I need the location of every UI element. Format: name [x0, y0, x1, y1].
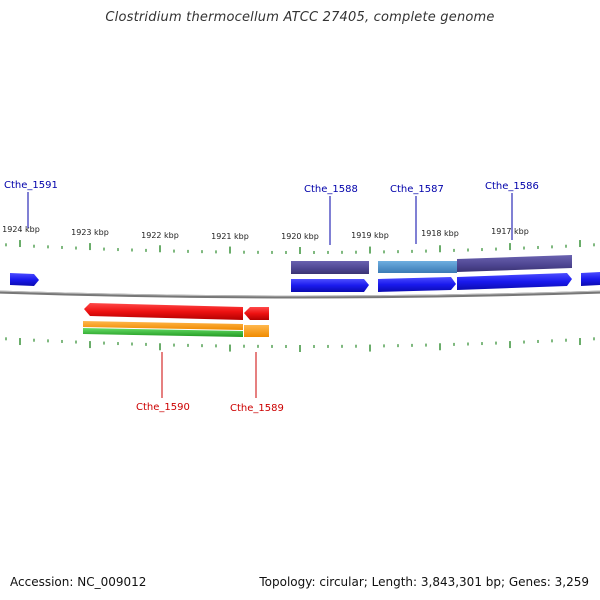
gene-arrow-1590[interactable]	[84, 303, 243, 320]
accession-text: Accession: NC_009012	[10, 575, 147, 589]
forward-tick-row	[5, 240, 595, 254]
genome-info-text: Topology: circular; Length: 3,843,301 bp…	[259, 575, 589, 589]
kbp-label-1917: 1917 kbp	[491, 227, 529, 236]
feature-bar-orange-1590[interactable]	[83, 321, 243, 330]
gene-arrow-forward-right[interactable]	[581, 272, 600, 286]
gene-label-1591[interactable]: Cthe_1591	[4, 180, 58, 191]
gene-label-1589[interactable]: Cthe_1589	[230, 403, 284, 414]
kbp-label-1922: 1922 kbp	[141, 231, 179, 240]
gene-arrow-1588[interactable]	[291, 279, 369, 292]
kbp-label-1924: 1924 kbp	[2, 225, 40, 234]
feature-bar-orange-1589[interactable]	[244, 325, 269, 337]
kbp-label-1920: 1920 kbp	[281, 232, 319, 241]
kbp-label-1919: 1919 kbp	[351, 231, 389, 240]
cds-feature-1586[interactable]	[457, 255, 572, 272]
gene-label-1586[interactable]: Cthe_1586	[485, 181, 539, 192]
kbp-label-1918: 1918 kbp	[421, 229, 459, 238]
gene-arrow-1589[interactable]	[244, 307, 269, 320]
cds-feature-1587[interactable]	[378, 261, 457, 273]
feature-bar-green-1590[interactable]	[83, 328, 243, 337]
cds-feature-1588[interactable]	[291, 261, 369, 274]
gene-arrow-1586[interactable]	[457, 273, 572, 290]
gene-label-1587[interactable]: Cthe_1587	[390, 184, 444, 195]
gene-arrow-forward-left[interactable]	[10, 273, 39, 286]
genome-backbone	[0, 290, 600, 299]
gene-arrow-1587[interactable]	[378, 277, 456, 292]
page-title: Clostridium thermocellum ATCC 27405, com…	[105, 10, 495, 25]
kbp-label-1923: 1923 kbp	[71, 228, 109, 237]
gene-label-1590[interactable]: Cthe_1590	[136, 402, 190, 413]
gene-label-1588[interactable]: Cthe_1588	[304, 184, 358, 195]
reverse-tick-row	[5, 337, 595, 352]
kbp-label-1921: 1921 kbp	[211, 232, 249, 241]
genome-backbone-highlight	[0, 290, 600, 297]
